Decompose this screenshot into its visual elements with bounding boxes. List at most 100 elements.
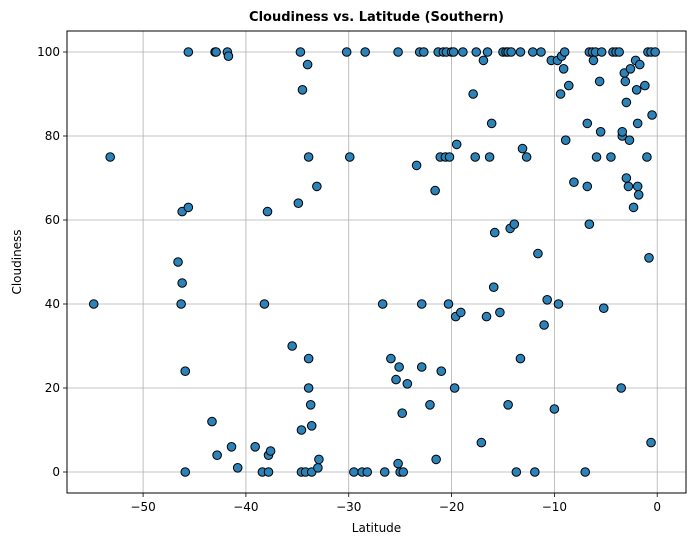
- data-point: [391, 374, 401, 385]
- data-point: [553, 299, 564, 309]
- data-point: [344, 152, 355, 162]
- data-point: [250, 442, 260, 452]
- data-point: [471, 47, 482, 57]
- data-point: [484, 152, 495, 162]
- chart-title: Cloudiness vs. Latitude (Southern): [249, 10, 504, 25]
- data-point: [515, 353, 526, 364]
- data-point: [305, 400, 316, 410]
- data-points: [88, 47, 660, 477]
- data-point: [360, 47, 370, 57]
- data-point: [398, 467, 409, 477]
- data-point: [177, 278, 187, 288]
- data-point: [402, 379, 413, 389]
- data-point: [614, 47, 624, 57]
- data-point: [628, 202, 639, 213]
- data-point: [430, 185, 440, 196]
- data-point: [598, 303, 609, 314]
- data-point: [259, 299, 270, 309]
- y-tick-label: 20: [45, 381, 60, 395]
- data-point: [594, 76, 605, 87]
- x-tick-label: −40: [233, 500, 258, 514]
- data-point: [223, 51, 234, 62]
- data-point: [621, 173, 632, 183]
- data-point: [449, 383, 460, 393]
- data-point: [468, 89, 478, 99]
- data-point: [489, 227, 500, 238]
- data-point: [379, 467, 390, 477]
- data-point: [511, 467, 522, 477]
- data-point: [293, 198, 304, 208]
- data-point: [539, 320, 549, 330]
- data-point: [624, 135, 635, 145]
- data-point: [650, 47, 660, 57]
- data-point: [476, 437, 487, 448]
- data-point: [176, 299, 186, 309]
- data-point: [640, 80, 650, 91]
- data-point: [105, 152, 115, 162]
- data-point: [431, 454, 441, 465]
- data-point: [625, 64, 636, 74]
- data-point: [582, 118, 593, 129]
- data-point: [183, 202, 194, 213]
- data-point: [287, 341, 297, 351]
- data-point: [394, 362, 404, 372]
- data-point: [88, 299, 99, 309]
- data-point: [549, 404, 560, 414]
- data-point: [478, 55, 489, 66]
- data-point: [642, 152, 652, 162]
- data-point: [456, 307, 466, 318]
- data-point: [212, 450, 222, 461]
- data-point: [584, 219, 595, 229]
- y-tick-label: 80: [45, 129, 60, 143]
- y-axis-ticks: 0 20 40 60 80 100: [37, 45, 67, 479]
- data-point: [303, 383, 314, 393]
- data-point: [312, 181, 322, 192]
- data-point: [596, 47, 607, 57]
- data-point: [631, 85, 642, 95]
- data-point: [377, 299, 388, 309]
- data-point: [296, 425, 307, 435]
- data-point: [647, 110, 657, 120]
- data-point: [436, 366, 447, 377]
- data-point: [563, 80, 574, 91]
- data-point: [588, 55, 599, 66]
- data-point: [633, 190, 644, 200]
- data-point: [313, 463, 323, 473]
- data-point: [515, 47, 526, 57]
- x-axis-ticks: −50 −40 −30 −20 −10 0: [130, 493, 661, 514]
- data-point: [527, 47, 538, 57]
- data-point: [443, 299, 454, 309]
- data-point: [302, 59, 313, 70]
- data-point: [646, 437, 656, 448]
- data-point: [606, 152, 616, 162]
- data-point: [306, 421, 317, 431]
- data-point: [533, 248, 543, 259]
- data-point: [481, 311, 492, 322]
- y-tick-label: 100: [37, 45, 60, 59]
- data-point: [623, 181, 634, 192]
- data-point: [425, 400, 435, 410]
- x-tick-label: −20: [439, 500, 464, 514]
- data-point: [416, 362, 427, 372]
- data-point: [183, 47, 194, 57]
- data-point: [560, 135, 571, 145]
- data-point: [595, 127, 606, 137]
- data-point: [517, 143, 528, 154]
- data-point: [295, 47, 306, 57]
- data-point: [418, 47, 429, 57]
- data-point: [262, 206, 273, 217]
- data-point: [617, 127, 628, 137]
- data-point: [397, 408, 408, 419]
- x-tick-label: −50: [130, 500, 155, 514]
- x-axis-label: Latitude: [352, 521, 401, 535]
- data-point: [451, 139, 462, 150]
- data-point: [495, 307, 505, 318]
- data-point: [620, 76, 631, 87]
- data-point: [349, 467, 359, 477]
- x-tick-label: −10: [542, 500, 567, 514]
- data-point: [303, 353, 314, 364]
- data-point: [506, 47, 516, 57]
- data-point: [632, 118, 643, 129]
- data-point: [582, 181, 593, 192]
